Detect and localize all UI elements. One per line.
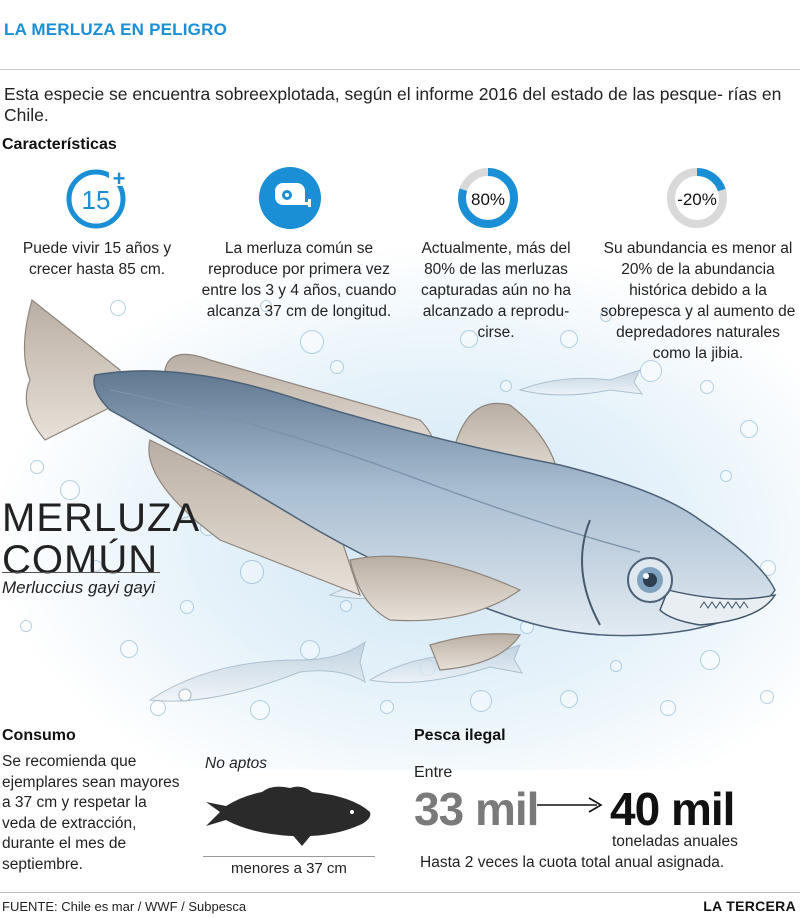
bubble xyxy=(90,560,102,572)
small-fish-silhouette-icon xyxy=(206,786,371,846)
bubble xyxy=(340,600,352,612)
menores-label: menores a 37 cm xyxy=(203,856,375,877)
species-name-line2: COMÚN xyxy=(2,538,159,582)
intro-text: Esta especie se encuentra sobreexplotada… xyxy=(4,84,782,125)
tail-fin xyxy=(23,298,126,441)
bubble xyxy=(30,460,44,474)
species-divider xyxy=(2,572,160,573)
lifespan-plus: + xyxy=(113,166,126,191)
ring-20-label: -20% xyxy=(677,190,717,209)
bubble xyxy=(110,300,126,316)
bubble xyxy=(760,690,774,704)
species-name-line1: MERLUZA xyxy=(2,496,201,540)
feature-text-80-percent: Actualmente, más del 80% de las merluzas… xyxy=(421,240,571,341)
lifespan-15-plus-icon: 15 + xyxy=(65,166,129,230)
source-credit: FUENTE: Chile es mar / WWF / Subpesca xyxy=(2,899,247,914)
tonnage-unit: toneladas anuales xyxy=(612,833,738,850)
fish-mouth xyxy=(659,589,777,626)
bubble xyxy=(560,690,578,708)
merluza-fish-illustration xyxy=(23,298,777,702)
publisher-brand: LA TERCERA xyxy=(703,898,796,914)
bubble xyxy=(500,380,512,392)
no-aptos-label: No aptos xyxy=(205,755,268,772)
bubble xyxy=(460,330,478,348)
bubble xyxy=(380,700,394,714)
from-tonnage-value: 33 mil xyxy=(414,783,539,835)
bubble xyxy=(470,690,492,712)
feature-text-reproduction: La merluza común se reproduce por primer… xyxy=(201,240,397,320)
arrow-right-icon xyxy=(537,797,603,813)
percent-ring-80-icon: 80% xyxy=(456,166,520,230)
to-tonnage-value: 40 mil xyxy=(610,783,735,835)
bubble xyxy=(740,420,758,438)
footer-divider xyxy=(0,892,800,893)
bubble xyxy=(60,480,80,500)
bubble xyxy=(640,360,662,382)
pelvic-fin xyxy=(429,633,522,671)
ring-80-label: 80% xyxy=(471,190,505,209)
bubble xyxy=(700,650,720,670)
lifespan-badge: 15 xyxy=(82,185,111,215)
percent-ring-20-icon: -20% xyxy=(665,166,729,230)
bubble xyxy=(560,330,578,348)
pectoral-fin xyxy=(349,555,522,622)
species-common-name: MERLUZA COMÚN xyxy=(2,497,200,581)
bubble xyxy=(660,700,676,716)
bubble xyxy=(300,330,324,354)
species-scientific-name: Merluccius gayi gayi xyxy=(2,578,156,597)
pesca-ilegal-heading: Pesca ilegal xyxy=(414,727,506,744)
bubble xyxy=(120,640,138,658)
bubble xyxy=(180,600,194,614)
bubble xyxy=(610,660,622,672)
bubble xyxy=(240,560,264,584)
entre-label: Entre xyxy=(414,764,453,781)
feature-text-20-percent: Su abundancia es menor al 20% de la abun… xyxy=(600,240,796,362)
bubble xyxy=(20,620,32,632)
bubble xyxy=(760,560,776,576)
bubble xyxy=(250,700,270,720)
caracteristicas-heading: Características xyxy=(2,136,117,153)
bubble xyxy=(700,380,714,394)
bubble xyxy=(330,360,344,374)
quota-note: Hasta 2 veces la cuota total anual asign… xyxy=(420,854,725,871)
tape-measure-icon xyxy=(258,166,322,230)
bubble xyxy=(720,470,732,482)
bubble xyxy=(260,300,272,312)
consumo-text: Se recomienda que ejemplares sean mayore… xyxy=(2,753,180,873)
title-divider xyxy=(0,69,800,70)
feature-text-lifespan: Puede vivir 15 años y crecer hasta 85 cm… xyxy=(22,240,172,278)
bubble xyxy=(600,310,612,322)
consumo-heading: Consumo xyxy=(2,727,76,744)
page-title: LA MERLUZA EN PELIGRO xyxy=(4,20,227,39)
anal-fin xyxy=(148,439,361,597)
